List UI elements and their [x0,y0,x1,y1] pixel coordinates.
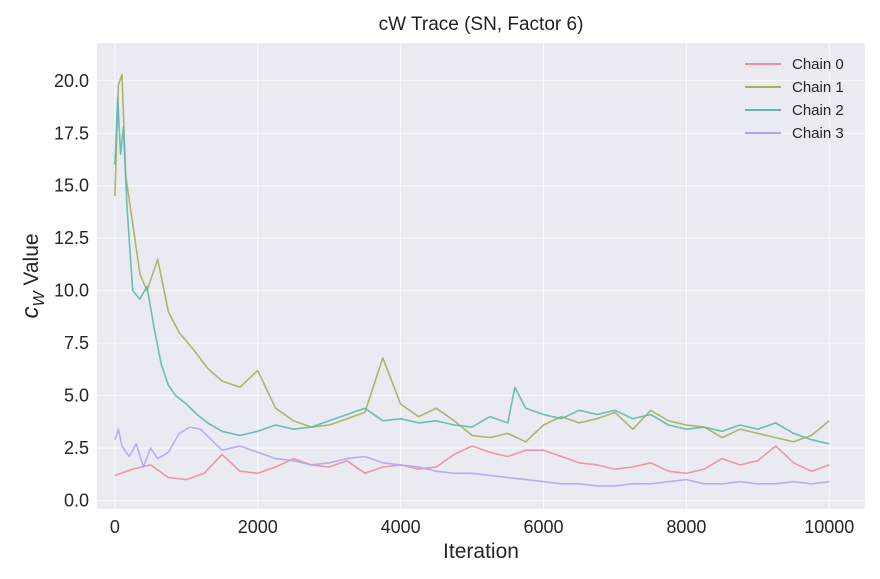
series-line-chain-1 [114,73,830,443]
y-tick-label: 2.5 [64,438,89,458]
legend-label: Chain 3 [792,125,844,142]
plot-background [97,43,865,509]
series-line-chain-3 [114,426,830,487]
series-layer [114,73,830,487]
chart-title: cW Trace (SN, Factor 6) [379,14,584,35]
x-ticks: 0 2000 4000 6000 8000 10000 [110,517,854,537]
y-axis-label: cW Value [17,233,48,318]
x-tick-label: 0 [110,517,120,537]
legend-label: Chain 2 [792,102,844,119]
series-line-chain-2 [114,96,830,445]
x-tick-label: 10000 [804,517,854,537]
y-tick-label: 5.0 [64,386,89,406]
x-tick-label: 6000 [523,517,563,537]
y-axis-label-symbol: c [17,307,44,319]
y-tick-label: 15.0 [54,176,89,196]
y-tick-label: 12.5 [54,228,89,248]
y-tick-label: 17.5 [54,123,89,143]
legend-label: Chain 0 [792,56,844,73]
grid [97,43,865,509]
legend: Chain 0 Chain 1 Chain 2 Chain 3 [745,56,844,142]
y-axis-label-subscript: W [31,290,48,307]
y-tick-label: 20.0 [54,71,89,91]
x-tick-label: 8000 [666,517,706,537]
y-tick-label: 0.0 [64,491,89,511]
y-ticks: 0.0 2.5 5.0 7.5 10.0 12.5 15.0 17.5 20.0 [54,71,89,511]
x-axis-label: Iteration [443,540,519,563]
series-line-chain-0 [114,445,830,481]
legend-label: Chain 1 [792,79,844,96]
y-tick-label: 10.0 [54,281,89,301]
y-axis-label-text: Value [20,233,43,291]
y-tick-label: 7.5 [64,333,89,353]
x-tick-label: 4000 [381,517,421,537]
x-tick-label: 2000 [238,517,278,537]
